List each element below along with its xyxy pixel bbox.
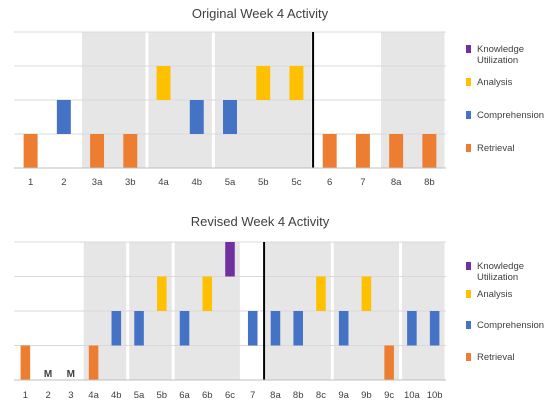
tick-label-4b: 4b (111, 390, 122, 401)
bar-3a (90, 134, 105, 168)
tick-label-2: 2 (61, 177, 66, 188)
tick-label-8b: 8b (424, 177, 435, 188)
tick-label-9b: 9b (361, 390, 372, 401)
legend-label-retrieval: Retrieval (477, 143, 515, 154)
legend-label-analysis: Analysis (477, 77, 513, 88)
bar-5a (134, 311, 144, 346)
legend-swatch-analysis (466, 290, 471, 298)
bar-5c (289, 66, 304, 100)
legend-label-comprehension: Comprehension (477, 320, 544, 331)
tick-label-6b: 6b (202, 390, 213, 401)
tick-label-10b: 10b (427, 390, 443, 401)
tick-label-5c: 5c (291, 177, 301, 188)
tick-label-4a: 4a (158, 177, 169, 188)
bar-5a (223, 100, 237, 134)
tick-label-2: 2 (45, 390, 50, 401)
bar-7 (355, 134, 370, 168)
bar-8b (422, 134, 437, 168)
tick-label-8c: 8c (316, 390, 326, 401)
tick-label-5a: 5a (134, 390, 145, 401)
tick-label-5b: 5b (258, 177, 269, 188)
tick-label-4a: 4a (88, 390, 99, 401)
category-mark-3: M (67, 369, 75, 380)
tick-label-6: 6 (327, 177, 332, 188)
legend-label-analysis: Analysis (477, 289, 513, 300)
bar-5b (256, 66, 271, 100)
bar-8c (316, 276, 326, 311)
tick-label-9c: 9c (384, 390, 394, 401)
tick-label-8b: 8b (293, 390, 304, 401)
bar-3b (123, 134, 138, 168)
bar-9c (384, 345, 394, 380)
legend-swatch-knowledge (466, 45, 471, 53)
legend-label-retrieval: Retrieval (477, 352, 515, 363)
bar-6 (322, 134, 337, 168)
tick-label-3b: 3b (125, 177, 136, 188)
bar-2 (56, 100, 71, 134)
tick-label-6a: 6a (179, 390, 190, 401)
bar-9b (361, 276, 372, 311)
bar-1 (20, 345, 31, 380)
bar-6b (202, 276, 213, 311)
legend-label-comprehension: Comprehension (477, 110, 544, 121)
legend-label-knowledge: Knowledge Utilization (477, 261, 524, 283)
tick-label-3: 3 (68, 390, 73, 401)
chart-title: Revised Week 4 Activity (191, 214, 330, 229)
bar-1 (23, 134, 38, 168)
category-mark-2: M (44, 369, 52, 380)
tick-label-8a: 8a (391, 177, 402, 188)
bar-4b (111, 311, 122, 346)
bar-4a (88, 345, 99, 380)
tick-label-5a: 5a (225, 177, 236, 188)
tick-label-1: 1 (23, 390, 28, 401)
bar-7 (247, 311, 258, 346)
bar-9a (338, 311, 349, 346)
bar-8a (270, 311, 281, 346)
tick-label-8a: 8a (270, 390, 281, 401)
legend-swatch-retrieval (466, 144, 471, 152)
tick-label-9a: 9a (338, 390, 349, 401)
legend-swatch-comprehension (466, 111, 471, 119)
bar-8a (389, 134, 404, 168)
tick-label-5b: 5b (157, 390, 168, 401)
chart-revised-week4: Revised Week 4 Activity M M 1 2 3 4a 4b 5a 5b 6a 6… (14, 214, 544, 401)
bar-10b (429, 311, 440, 346)
bar-4b (189, 100, 204, 134)
bar-8b (293, 311, 303, 346)
tick-label-4b: 4b (191, 177, 202, 188)
legend-label-knowledge: Knowledge Utilization (477, 44, 524, 66)
legend-swatch-knowledge (466, 262, 471, 270)
tick-label-3a: 3a (92, 177, 103, 188)
tick-label-7: 7 (250, 390, 255, 401)
bar-5b (157, 276, 167, 311)
bar-10a (407, 311, 417, 346)
bar-6a (179, 311, 190, 346)
bar-4a (156, 66, 171, 100)
legend-swatch-retrieval (466, 353, 471, 361)
tick-label-6c: 6c (225, 390, 235, 401)
tick-label-10a: 10a (404, 390, 421, 401)
bar-6c (225, 242, 235, 277)
chart-title: Original Week 4 Activity (192, 6, 329, 21)
chart-original-week4: Original Week 4 Activity 1 2 3a 3b 4a 4b 5a 5b 5… (14, 6, 544, 188)
tick-label-1: 1 (28, 177, 33, 188)
tick-label-7: 7 (360, 177, 365, 188)
legend-swatch-comprehension (466, 321, 471, 329)
legend-swatch-analysis (466, 78, 471, 86)
